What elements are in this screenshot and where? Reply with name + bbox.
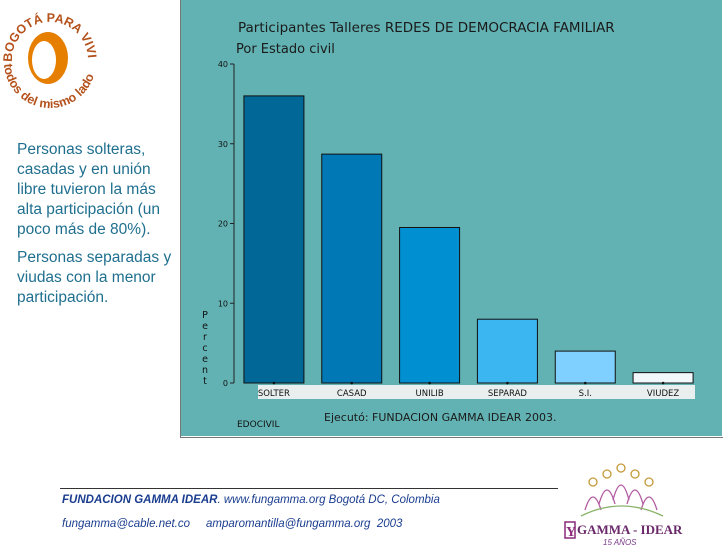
chart-subtitle: Por Estado civil — [236, 42, 335, 57]
y-tick-label: 20 — [218, 220, 228, 229]
y-tick-label: 10 — [218, 299, 228, 308]
footer-divider — [60, 488, 558, 489]
x-tick — [661, 381, 665, 385]
x-tick-label-strip — [258, 385, 695, 399]
y-axis-label-letter: P — [202, 310, 208, 321]
y-axis-label-letter: n — [202, 365, 208, 376]
side-text: Personas solteras, casadas y en unión li… — [17, 140, 177, 316]
bar-solter — [243, 95, 305, 384]
y-axis-label-letter: e — [202, 354, 208, 365]
chart-title: Participantes Talleres REDES DE DEMOCRAC… — [238, 20, 615, 36]
gamma-idear-logo: Y GAMMA - IDEAR 15 AÑOS — [563, 460, 683, 547]
bar-separad — [476, 318, 538, 384]
chart-frame: Participantes Talleres REDES DE DEMOCRAC… — [180, 0, 723, 438]
x-tick — [506, 381, 509, 385]
x-tick — [350, 381, 354, 385]
side-text-paragraph-2: Personas separadas y viudas con la menor… — [17, 249, 172, 306]
svg-text:Y: Y — [566, 525, 576, 540]
x-tick-label: SOLTER — [258, 389, 290, 399]
side-text-paragraph-1: Personas solteras, casadas y en unión li… — [17, 141, 161, 238]
y-tick-label: 30 — [218, 140, 228, 149]
bar-viudez — [632, 372, 694, 384]
x-tick — [272, 381, 276, 385]
chart-note: Ejecutó: FUNDACION GAMMA IDEAR 2003. — [324, 411, 556, 424]
y-axis-label-letter: r — [203, 332, 207, 343]
footer-line-1: FUNDACION GAMMA IDEAR. www.fungamma.org … — [62, 494, 440, 506]
bar-si — [554, 350, 616, 384]
y-axis-label-letter: e — [202, 321, 208, 332]
y-tick-label: 40 — [218, 60, 228, 69]
y-axis-label-letter: c — [202, 343, 207, 354]
bar-unilib — [399, 226, 461, 384]
x-tick — [583, 381, 587, 385]
x-tick-label: UNILIB — [415, 389, 443, 399]
y-axis-label-letter: t — [203, 376, 207, 387]
x-tick-label: CASAD — [337, 389, 367, 399]
x-tick-label: VIUDEZ — [647, 389, 679, 399]
x-axis-label: EDOCIVIL — [237, 420, 279, 430]
bogota-logo: BOGOTÁ PARA VIVIR todos del mismo lado — [0, 0, 100, 112]
footer-org: FUNDACION GAMMA IDEAR — [62, 494, 218, 506]
logo2-name: GAMMA - IDEAR — [577, 522, 683, 537]
footer-website[interactable]: . www.fungamma.org Bogotá DC, Colombia — [217, 494, 440, 506]
x-tick — [428, 381, 431, 385]
bar-casad — [321, 153, 383, 384]
x-tick-label: S.I. — [579, 389, 592, 399]
footer-contacts[interactable]: fungamma@cable.net.co amparomantilla@fun… — [62, 518, 403, 530]
logo2-sub: 15 AÑOS — [603, 538, 637, 546]
x-tick-label: SEPARAD — [488, 389, 528, 399]
bar-chart: Participantes Talleres REDES DE DEMOCRAC… — [181, 0, 722, 436]
y-tick-label: 0 — [223, 379, 228, 388]
